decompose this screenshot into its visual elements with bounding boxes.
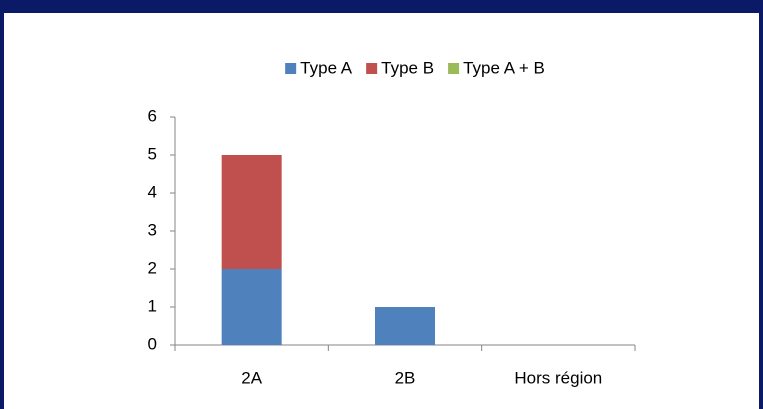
legend-label: Type A + B xyxy=(463,58,545,77)
bar-segment xyxy=(375,307,435,345)
bar-segment xyxy=(221,269,282,345)
y-tick-label: 0 xyxy=(148,334,157,353)
legend-swatch xyxy=(285,63,297,74)
bar-segment xyxy=(221,155,282,269)
legend: Type A Type B Type A + B xyxy=(285,58,545,77)
x-tick-label: Hors région xyxy=(514,368,602,387)
y-tick-label: 3 xyxy=(148,220,157,239)
x-tick-label: 2A xyxy=(241,368,262,387)
legend-swatch xyxy=(366,63,378,74)
plot: 0 1 2 3 4 5 6 2A 2B Hors région xyxy=(148,106,636,387)
legend-swatch xyxy=(448,63,460,74)
header-bar xyxy=(0,0,763,13)
y-tick-label: 2 xyxy=(148,258,157,277)
right-border xyxy=(759,0,763,409)
y-tick-label: 4 xyxy=(148,182,157,201)
y-tick-label: 6 xyxy=(148,106,157,125)
y-tick-label: 5 xyxy=(148,144,157,163)
y-tick-label: 1 xyxy=(148,296,157,315)
x-tick-label: 2B xyxy=(395,368,416,387)
legend-label: Type B xyxy=(381,58,434,77)
legend-label: Type A xyxy=(300,58,353,77)
left-border xyxy=(0,0,4,409)
